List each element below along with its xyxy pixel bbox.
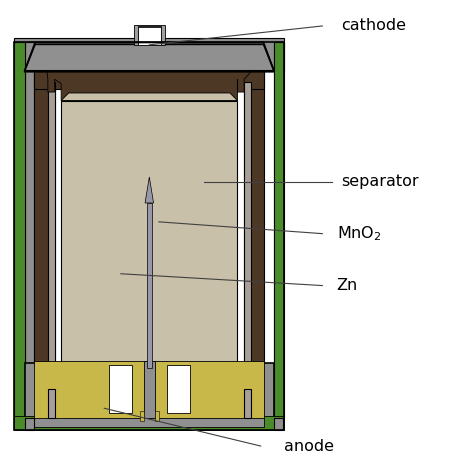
Bar	[14, 42, 25, 418]
Bar	[48, 389, 55, 418]
Text: anode: anode	[284, 438, 334, 454]
Polygon shape	[25, 44, 274, 71]
Bar	[244, 82, 251, 363]
Bar	[25, 418, 34, 430]
Bar	[137, 27, 161, 45]
Bar	[244, 71, 264, 363]
Bar	[274, 42, 284, 418]
Polygon shape	[145, 177, 154, 203]
Bar	[25, 42, 34, 418]
Bar	[25, 363, 274, 430]
Bar	[137, 26, 161, 45]
Bar	[61, 101, 237, 363]
Bar	[34, 417, 264, 427]
Bar	[48, 82, 55, 363]
Text: cathode: cathode	[341, 18, 406, 34]
Text: Zn: Zn	[337, 278, 358, 293]
Bar	[167, 365, 190, 413]
Text: separator: separator	[341, 174, 419, 189]
Bar	[34, 361, 264, 418]
Polygon shape	[34, 71, 264, 101]
Bar	[155, 411, 159, 421]
Polygon shape	[147, 203, 152, 368]
Bar	[274, 42, 283, 418]
Bar	[14, 416, 284, 430]
Bar	[109, 365, 132, 413]
Text: MnO$_2$: MnO$_2$	[337, 224, 381, 243]
Bar	[274, 418, 283, 430]
Bar	[144, 361, 155, 418]
Bar	[14, 38, 284, 71]
Polygon shape	[61, 93, 237, 101]
Polygon shape	[134, 25, 164, 45]
Bar	[140, 411, 144, 421]
Bar	[34, 71, 55, 363]
Bar	[34, 71, 264, 89]
Bar	[244, 389, 251, 418]
